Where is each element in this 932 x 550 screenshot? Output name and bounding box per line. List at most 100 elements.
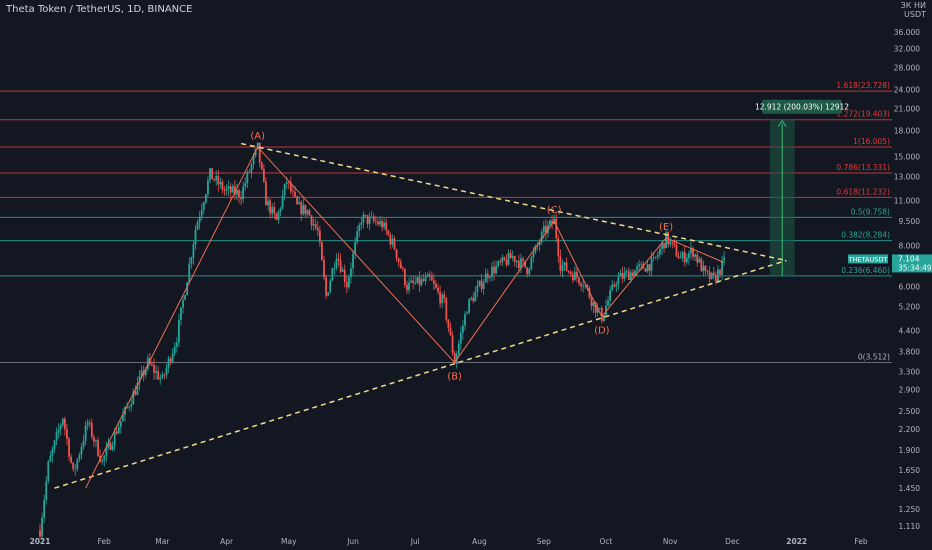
fib-levels-layer: 1.618(23.728) 1.272(19.403) 1(16.005) 0.786… xyxy=(0,81,892,363)
y-axis-tick-label: 1.110 xyxy=(899,522,921,531)
candle-body xyxy=(488,276,491,278)
candle-body xyxy=(314,224,317,228)
candle-body xyxy=(497,261,500,266)
candle-body xyxy=(109,442,112,450)
y-axis-tick-label: 28.000 xyxy=(894,64,920,73)
candle-body xyxy=(306,210,309,215)
candle-body xyxy=(437,287,439,292)
candle-body xyxy=(379,220,381,225)
candle-body xyxy=(571,274,574,281)
candle-body xyxy=(408,282,410,291)
candle-body xyxy=(136,382,139,395)
candle-body xyxy=(453,352,456,365)
candle-body xyxy=(590,297,593,307)
candle-body xyxy=(153,365,155,373)
axis-unit-label: ЗК НИ USDT xyxy=(901,1,926,19)
candle-body xyxy=(486,273,489,278)
candle-body xyxy=(285,182,288,184)
candle-body xyxy=(679,257,682,259)
candle-body xyxy=(524,260,527,268)
candle-body xyxy=(424,276,427,281)
candle-body xyxy=(325,277,327,296)
axes-layer: 36.000 32.000 28.000 24.000 21.000 18.000 15.0… xyxy=(30,28,921,546)
candle-body xyxy=(74,468,77,470)
candle-body xyxy=(474,291,477,302)
fib-level-label: 1.272(19.403) xyxy=(836,110,890,119)
candle-body xyxy=(658,248,661,255)
candle-body xyxy=(354,242,357,254)
symbol-badge-label: THETAUSDT xyxy=(848,255,888,263)
candle-body xyxy=(273,207,276,214)
candle-body xyxy=(430,276,433,281)
x-axis-tick-label: Aug xyxy=(472,537,487,546)
y-axis-tick-label: 9.500 xyxy=(899,217,921,226)
y-axis-tick-label: 24.000 xyxy=(894,85,920,94)
y-axis-tick-label: 2.900 xyxy=(899,386,921,395)
candle-body xyxy=(316,227,319,231)
wave-point-label: (E) xyxy=(659,222,673,233)
candle-body xyxy=(289,182,292,192)
candle-body xyxy=(526,267,529,274)
y-axis-tick-label: 11.000 xyxy=(894,196,920,205)
fib-level-label: 0.786(13.331) xyxy=(836,163,890,172)
candle-body xyxy=(501,257,504,263)
candle-body xyxy=(144,368,147,376)
candle-body xyxy=(503,257,506,261)
candle-body xyxy=(132,391,135,405)
candle-body xyxy=(377,221,379,225)
candle-body xyxy=(464,314,466,326)
candle-body xyxy=(312,224,315,226)
candle-body xyxy=(90,422,93,437)
y-axis-tick-label: 4.400 xyxy=(899,326,921,335)
candle-body xyxy=(690,248,692,254)
candle-body xyxy=(138,376,141,383)
candle-body xyxy=(470,297,473,300)
y-axis-tick-label: 1.250 xyxy=(899,505,921,514)
candle-body xyxy=(300,202,303,215)
candle-body xyxy=(345,282,348,288)
candle-body xyxy=(348,277,350,288)
candle-body xyxy=(449,327,452,336)
candle-body xyxy=(416,277,419,283)
candle-body xyxy=(198,216,201,223)
candle-body xyxy=(544,226,547,234)
candle-body xyxy=(51,449,54,456)
candle-body xyxy=(95,440,97,442)
candle-body xyxy=(495,265,497,274)
candle-body xyxy=(708,271,711,280)
candle-body xyxy=(399,261,402,269)
candle-body xyxy=(681,252,684,258)
candle-body xyxy=(151,363,153,366)
wave-path xyxy=(85,146,725,489)
candle-body xyxy=(173,346,176,354)
candle-body xyxy=(451,335,454,353)
candle-body xyxy=(323,260,325,278)
y-axis-tick-label: 21.000 xyxy=(894,104,920,113)
y-axis-tick-label: 1.650 xyxy=(899,466,921,475)
candle-body xyxy=(117,427,120,434)
candle-body xyxy=(428,274,431,277)
candle-body xyxy=(414,282,417,284)
candle-body xyxy=(341,269,344,272)
candle-body xyxy=(646,264,649,272)
candle-body xyxy=(482,282,485,290)
candle-body xyxy=(609,290,612,301)
candle-body xyxy=(563,262,566,266)
candle-body xyxy=(644,268,647,272)
candle-body xyxy=(561,265,564,271)
candle-body xyxy=(584,285,587,287)
candle-body xyxy=(611,284,614,291)
candle-body xyxy=(76,459,79,469)
candle-body xyxy=(260,162,263,170)
candle-body xyxy=(426,274,429,277)
candle-body xyxy=(209,168,211,181)
candle-body xyxy=(580,283,582,287)
triangle-trendline xyxy=(54,259,787,489)
candle-body xyxy=(246,172,249,184)
candle-body xyxy=(654,256,657,258)
x-axis-tick-label: Nov xyxy=(663,537,678,546)
axis-unit-top: ЗК НИ xyxy=(900,1,926,10)
candle-body xyxy=(439,291,442,304)
